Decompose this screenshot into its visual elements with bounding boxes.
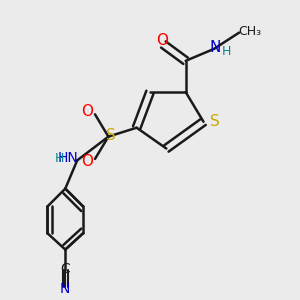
Text: N: N [210,40,221,55]
Text: H: H [222,45,231,58]
Text: S: S [210,114,220,129]
Text: S: S [106,128,116,142]
Text: H: H [55,152,64,164]
Text: HN: HN [57,151,78,165]
Text: N: N [60,282,70,296]
Text: O: O [156,32,168,47]
Text: O: O [81,104,93,119]
Text: O: O [81,154,93,169]
Text: C: C [60,262,70,276]
Text: CH₃: CH₃ [238,25,261,38]
